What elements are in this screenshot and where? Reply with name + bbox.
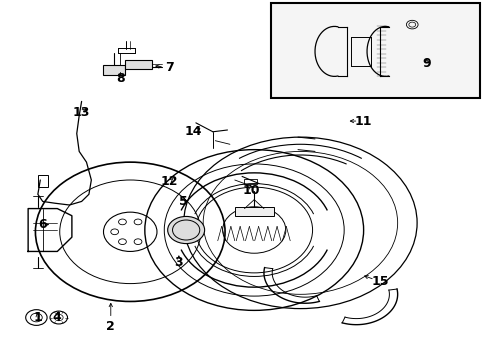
- Text: 9: 9: [422, 57, 430, 71]
- Text: 4: 4: [53, 311, 61, 324]
- Text: 8: 8: [116, 72, 124, 85]
- Text: 7: 7: [164, 61, 173, 74]
- Text: 1: 1: [33, 311, 42, 324]
- Text: 15: 15: [371, 275, 388, 288]
- Text: 5: 5: [179, 195, 188, 208]
- Text: 12: 12: [160, 175, 178, 188]
- Bar: [244, 179, 256, 184]
- Bar: [38, 175, 47, 187]
- Text: 3: 3: [174, 256, 183, 269]
- Bar: [103, 64, 125, 75]
- Text: 11: 11: [354, 114, 372, 127]
- Text: 14: 14: [184, 125, 202, 138]
- Text: 6: 6: [39, 218, 47, 231]
- Bar: [125, 60, 152, 69]
- Bar: [234, 207, 273, 216]
- Circle shape: [167, 216, 204, 244]
- Bar: [271, 3, 479, 98]
- Text: 10: 10: [243, 184, 260, 197]
- Text: 13: 13: [73, 105, 90, 119]
- Text: 2: 2: [106, 320, 115, 333]
